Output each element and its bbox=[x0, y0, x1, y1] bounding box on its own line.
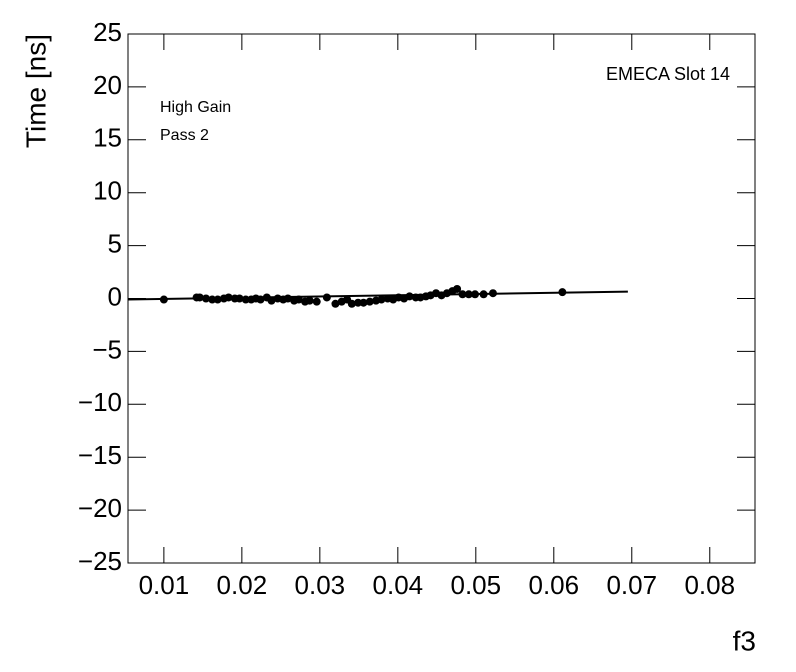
data-point bbox=[322, 293, 331, 302]
data-point bbox=[464, 290, 473, 299]
annotation: EMECA Slot 14 bbox=[606, 64, 730, 84]
data-point bbox=[377, 295, 386, 304]
y-tick-label: −10 bbox=[78, 387, 122, 417]
data-point bbox=[305, 296, 314, 305]
data-point bbox=[458, 290, 467, 299]
data-point bbox=[256, 295, 265, 304]
data-point bbox=[558, 288, 567, 297]
x-tick-label: 0.05 bbox=[451, 570, 502, 600]
x-tick-label: 0.08 bbox=[684, 570, 735, 600]
x-tick-label: 0.07 bbox=[606, 570, 657, 600]
x-tick-label: 0.04 bbox=[373, 570, 424, 600]
y-tick-label: −5 bbox=[92, 334, 122, 364]
x-tick-label: 0.02 bbox=[217, 570, 268, 600]
x-tick-label: 0.01 bbox=[139, 570, 190, 600]
y-tick-label: 0 bbox=[108, 281, 122, 311]
y-tick-label: 5 bbox=[108, 228, 122, 258]
annotation: High Gain bbox=[160, 99, 231, 116]
data-point bbox=[479, 290, 488, 299]
data-point bbox=[347, 299, 356, 308]
data-point bbox=[359, 298, 368, 307]
y-axis-label: Time [ns] bbox=[20, 34, 51, 148]
data-point bbox=[365, 297, 374, 306]
data-point bbox=[471, 290, 480, 299]
y-tick-label: −25 bbox=[78, 546, 122, 576]
data-point bbox=[224, 293, 233, 302]
data-point bbox=[312, 297, 321, 306]
y-tick-label: 10 bbox=[93, 176, 122, 206]
data-point bbox=[235, 294, 244, 303]
data-point bbox=[283, 294, 292, 303]
y-tick-label: −20 bbox=[78, 493, 122, 523]
data-point bbox=[453, 284, 462, 293]
data-point bbox=[195, 293, 204, 302]
data-point bbox=[331, 299, 340, 308]
data-point bbox=[488, 289, 497, 298]
data-point bbox=[294, 295, 303, 304]
x-axis-label: f3 bbox=[733, 625, 756, 656]
y-tick-label: 20 bbox=[93, 70, 122, 100]
data-point bbox=[201, 294, 210, 303]
data-point bbox=[405, 292, 414, 301]
data-point bbox=[213, 295, 222, 304]
y-tick-label: 15 bbox=[93, 123, 122, 153]
y-tick-label: −15 bbox=[78, 440, 122, 470]
annotation: Pass 2 bbox=[160, 127, 209, 144]
y-tick-label: 25 bbox=[93, 17, 122, 47]
data-point bbox=[267, 296, 276, 305]
x-tick-label: 0.03 bbox=[295, 570, 346, 600]
data-point bbox=[159, 295, 168, 304]
x-tick-label: 0.06 bbox=[528, 570, 579, 600]
